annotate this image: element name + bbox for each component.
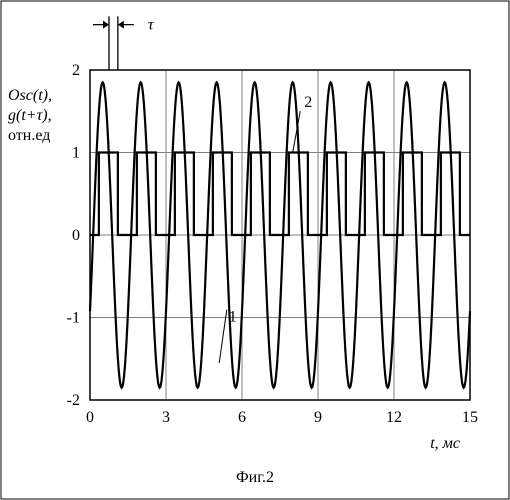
y-tick-label: -2: [67, 392, 80, 409]
oscillation-chart: 03691215-2-1012Osc(t),g(t+τ),отн.едt, мс…: [0, 0, 510, 500]
x-tick-label: 6: [238, 409, 246, 426]
y-axis-label: g(t+τ),: [8, 107, 52, 124]
y-axis-label: отн.ед: [8, 127, 50, 144]
series-label-1: 1: [229, 309, 237, 326]
y-tick-label: 2: [72, 62, 80, 79]
series-label-2: 2: [304, 94, 312, 111]
figure-caption: Фиг.2: [236, 469, 274, 486]
x-tick-label: 15: [462, 409, 478, 426]
y-axis-label: Osc(t),: [8, 87, 52, 104]
x-tick-label: 9: [314, 409, 322, 426]
y-tick-label: -1: [67, 310, 80, 327]
x-tick-label: 0: [86, 409, 94, 426]
x-tick-label: 12: [386, 409, 402, 426]
x-axis-label: t, мс: [430, 435, 460, 452]
x-tick-label: 3: [162, 409, 170, 426]
y-tick-label: 1: [72, 145, 80, 162]
y-tick-label: 0: [72, 227, 80, 244]
